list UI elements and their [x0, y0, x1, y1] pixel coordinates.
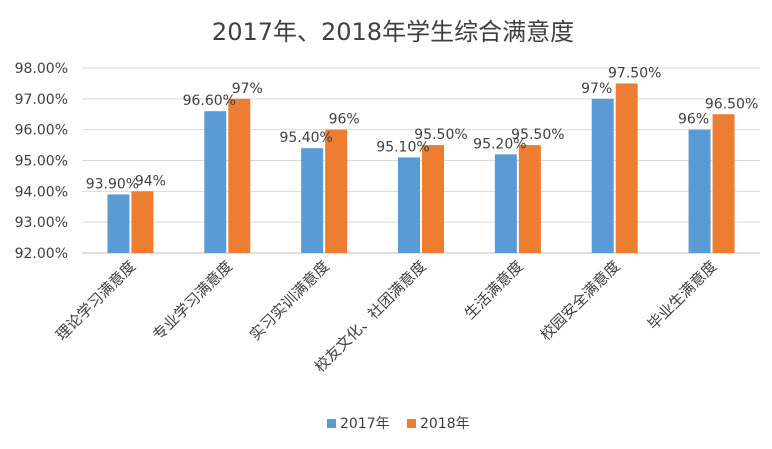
bar-2018 [518, 145, 541, 253]
bar-2017 [494, 154, 517, 253]
data-label: 95.10% [376, 139, 429, 155]
x-tick-label: 实习实训满意度 [246, 257, 333, 344]
x-tick-label: 专业学习满意度 [149, 257, 236, 344]
bar-2017 [204, 111, 227, 254]
x-tick-label: 校园安全满意度 [537, 257, 624, 344]
legend-swatch [407, 419, 416, 428]
data-label: 95.50% [511, 127, 564, 143]
data-label: 95.50% [414, 127, 467, 143]
data-label: 94% [135, 173, 166, 189]
data-label: 97% [581, 81, 612, 97]
gridlines [82, 67, 760, 254]
data-label: 96.60% [183, 93, 236, 109]
bar-2018 [422, 145, 444, 253]
x-tick-label: 校友文化、社团满意度 [311, 257, 430, 376]
legend: 2017年 2018年 [327, 416, 470, 432]
y-axis-ticks: 92.00% 93.00% 94.00% 95.00% 96.00% 97.00% 98.0… [15, 61, 68, 262]
bar-2018 [228, 98, 251, 253]
bar-2017 [301, 148, 324, 253]
data-label: 97% [232, 81, 263, 97]
data-labels: 93.90%94%96.60%97%95.40%96%95.10%95.50%9… [86, 65, 759, 192]
bar-2018 [131, 191, 154, 253]
legend-label: 2018年 [420, 416, 470, 432]
data-label: 96% [329, 112, 360, 128]
bar-2018 [615, 83, 638, 254]
bar-2017 [398, 157, 420, 253]
chart-title: 2017年、2018年学生综合满意度 [212, 18, 574, 46]
data-label: 96.50% [705, 96, 758, 112]
bars [107, 83, 735, 254]
y-tick-label: 98.00% [15, 61, 68, 77]
data-label: 95.40% [279, 130, 332, 146]
y-tick-label: 92.00% [15, 246, 68, 262]
data-label: 95.20% [473, 136, 526, 152]
y-tick-label: 95.00% [15, 154, 68, 170]
legend-label: 2017年 [340, 416, 390, 432]
bar-2018 [712, 114, 735, 253]
y-tick-label: 97.00% [15, 92, 68, 108]
x-tick-label: 毕业生满意度 [644, 257, 720, 333]
legend-swatch [327, 419, 336, 428]
data-label: 93.90% [86, 176, 139, 192]
bar-2017 [591, 98, 614, 253]
y-tick-label: 96.00% [15, 123, 68, 139]
data-label: 96% [678, 112, 709, 128]
bar-2017 [107, 194, 130, 253]
bar-2018 [325, 129, 348, 253]
bar-2017 [688, 129, 711, 253]
x-tick-label: 理论学习满意度 [52, 257, 139, 344]
y-tick-label: 93.00% [15, 215, 68, 231]
x-tick-label: 生活满意度 [461, 257, 527, 323]
data-label: 97.50% [608, 65, 661, 81]
y-tick-label: 94.00% [15, 184, 68, 200]
